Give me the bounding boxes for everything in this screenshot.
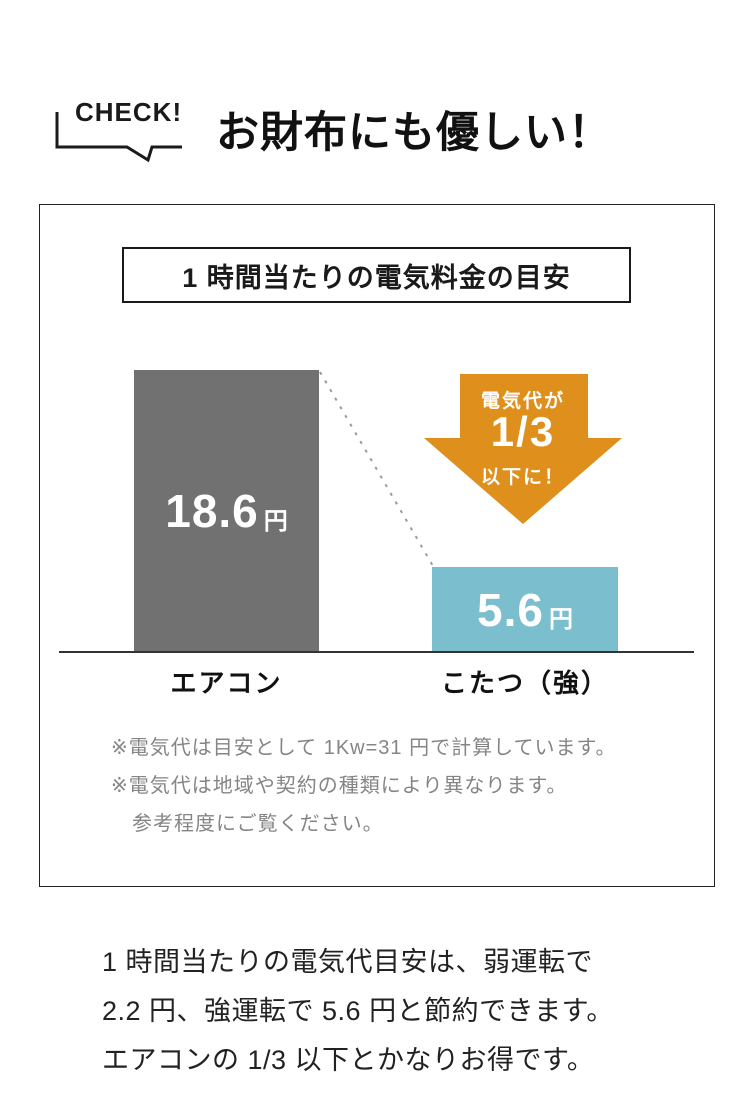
chart-title: 1 時間当たりの電気料金の目安 [122, 247, 631, 303]
bar-kotatsu: 5.6 円 [432, 567, 618, 652]
summary-line: エアコンの 1/3 以下とかなりお得です。 [102, 1045, 595, 1075]
bar-aircon-unit: 円 [263, 507, 288, 535]
bar-aircon: 18.6 円 [134, 370, 319, 652]
bar-kotatsu-value: 5.6 [477, 583, 544, 636]
category-label-kotatsu: こたつ（強） [440, 668, 609, 698]
speech-bubble-icon [55, 112, 182, 163]
summary-line: 1 時間当たりの電気代目安は、弱運転で [102, 947, 594, 977]
down-arrow-icon [424, 374, 622, 524]
footnote-line: 参考程度にご覧ください。 [132, 813, 384, 835]
bar-kotatsu-unit: 円 [548, 606, 573, 633]
category-label-aircon: エアコン [170, 668, 283, 698]
x-axis-line [59, 651, 694, 653]
chart-panel: 1 時間当たりの電気料金の目安 電気代が 1/3 以下に！ 18.6 円 5.6… [39, 204, 715, 887]
chart-footnotes: ※電気代は目安として 1Kw=31 円で計算しています。 ※電気代は地域や契約の… [111, 729, 617, 843]
savings-arrow-badge: 電気代が 1/3 以下に！ [424, 374, 622, 524]
comparison-dotted-line-icon [319, 371, 434, 567]
arrow-text-line1: 電気代が [480, 391, 565, 412]
check-bubble: CHECK! [53, 88, 185, 166]
summary-line: 2.2 円、強運転で 5.6 円と節約できます。 [102, 996, 614, 1026]
footnote-line: ※電気代は地域や契約の種類により異なります。 [111, 775, 568, 797]
savings-arrow-text: 電気代が 1/3 以下に！ [424, 374, 622, 524]
summary-paragraph: 1 時間当たりの電気代目安は、弱運転で 2.2 円、強運転で 5.6 円と節約で… [102, 938, 614, 1085]
bar-aircon-value: 18.6 [165, 485, 259, 537]
page-title: お財布にも優しい！ [216, 109, 612, 157]
arrow-text-line3: 以下に！ [480, 467, 565, 488]
arrow-text-fraction: 1/3 [490, 408, 556, 455]
check-label: CHECK! [75, 97, 183, 127]
footnote-line: ※電気代は目安として 1Kw=31 円で計算しています。 [111, 737, 617, 759]
